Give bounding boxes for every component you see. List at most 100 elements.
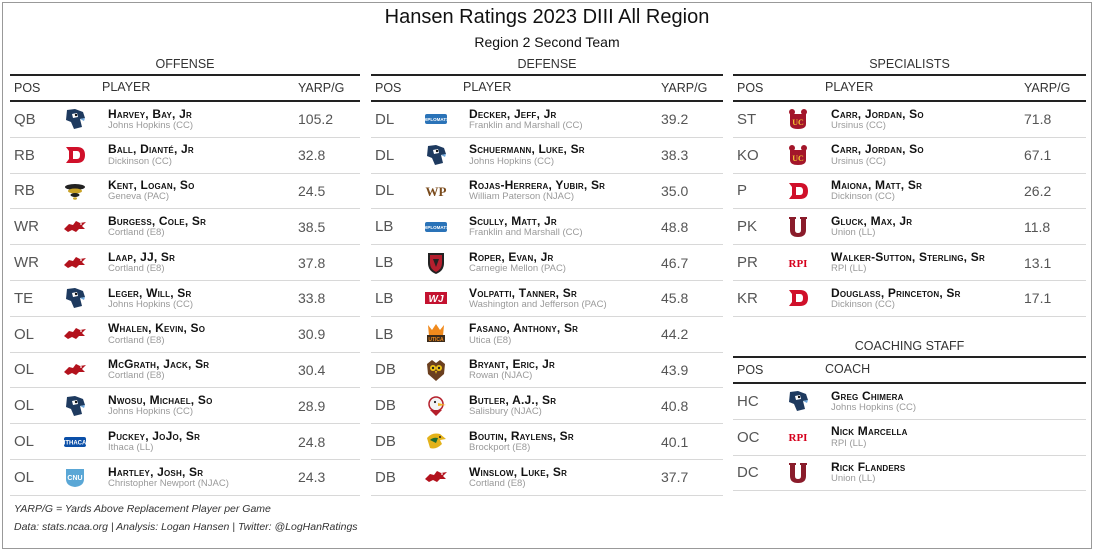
school-name: Cortland (E8) [108, 227, 165, 239]
position-label: WR [14, 254, 39, 272]
coaching-row: OC RPI Nick Marcella RPI (LL) [733, 420, 1086, 456]
defense-row: DB Boutin, Raylens, Sr Brockport (E8) 40.1 [371, 424, 723, 460]
offense-row: TE Leger, Will, Sr Johns Hopkins (CC) 33.8 [10, 281, 360, 317]
player-cell: Hartley, Josh, Sr Christopher Newport (NJ… [100, 464, 298, 490]
player-name: Harvey, Bay, Jr [108, 106, 192, 121]
utica-icon: UTICA [411, 322, 461, 346]
defense-title: DEFENSE [517, 57, 577, 71]
player-name: Laap, JJ, Sr [108, 249, 176, 264]
footnote-credits: Data: stats.ncaa.org | Analysis: Logan H… [14, 521, 358, 533]
player-name: Kent, Logan, So [108, 178, 195, 193]
offense-header-row: POS PLAYER YARP/G [10, 74, 360, 102]
position-label: LB [375, 289, 394, 307]
player-cell: Gluck, Max, Jr Union (LL) [823, 213, 1024, 239]
school-name: Franklin and Marshall (CC) [469, 227, 583, 239]
player-cell: Winslow, Luke, Sr Cortland (E8) [461, 465, 661, 490]
position-label: DB [375, 468, 396, 486]
blue-jay-icon [50, 394, 100, 418]
yarp-value: 45.8 [661, 290, 689, 307]
wp-icon: WP [411, 179, 461, 203]
position-label: LB [375, 254, 394, 272]
offense-title: OFFENSE [155, 57, 215, 71]
player-cell: Scully, Matt, Jr Franklin and Marshall (C… [461, 214, 661, 239]
svg-text:UC: UC [792, 154, 804, 163]
cnu-icon: CNU [50, 465, 100, 489]
school-name: Cortland (E8) [108, 262, 165, 274]
yarp-header: YARP/G [298, 81, 345, 95]
position-label: OL [14, 361, 35, 379]
specialists-row: PK Gluck, Max, Jr Union (LL) 11.8 [733, 209, 1086, 246]
seagull-icon [411, 394, 461, 418]
position-label: OL [14, 468, 35, 486]
defense-section: DEFENSE POS PLAYER YARP/G DL DIPLOMATS Decker,… [371, 54, 723, 496]
svg-text:WJ: WJ [429, 294, 444, 305]
diplomats-icon: DIPLOMATS [411, 215, 461, 239]
player-name: Boutin, Raylens, Sr [469, 428, 574, 443]
player-name: Hartley, Josh, Sr [108, 464, 204, 479]
player-name: Bryant, Eric, Jr [469, 357, 555, 372]
player-name: Butler, A.J., Sr [469, 392, 557, 407]
school-name: Washington and Jefferson (PAC) [469, 298, 607, 310]
pos-header: POS [375, 81, 402, 95]
school-name: Ursinus (CC) [831, 155, 886, 167]
player-name: Carr, Jordan, So [831, 106, 924, 121]
specialists-row: KR Douglass, Princeton, Sr Dickinson (CC) 1… [733, 281, 1086, 317]
yarp-value: 24.8 [298, 433, 326, 450]
player-name: Rojas-Herrera, Yubir, Sr [469, 178, 606, 193]
rpi-icon: RPI [773, 425, 823, 449]
blue-jay-icon [411, 143, 461, 167]
yarp-value: 44.2 [661, 326, 689, 343]
offense-row: OL Whalen, Kevin, So Cortland (E8) 30.9 [10, 317, 360, 353]
offense-section: OFFENSE POS PLAYER YARP/G QB Harvey, Bay, Jr J… [10, 54, 360, 496]
blue-jay-icon [50, 107, 100, 131]
player-name: Douglass, Princeton, Sr [831, 285, 961, 300]
school-name: Cortland (E8) [108, 370, 165, 382]
defense-row: LB WJ Volpatti, Tanner, Sr Washington and J… [371, 281, 723, 317]
school-name: Christopher Newport (NJAC) [108, 477, 229, 489]
specialists-row: P Maiona, Matt, Sr Dickinson (CC) 26.2 [733, 174, 1086, 210]
yarp-value: 43.9 [661, 361, 689, 378]
specialists-row: ST UC Carr, Jordan, So Ursinus (CC) 71.8 [733, 102, 1086, 138]
yarp-value: 26.2 [1024, 182, 1052, 199]
player-cell: Decker, Jeff, Jr Franklin and Marshall (C… [461, 107, 661, 132]
yarp-value: 24.3 [298, 469, 326, 486]
svg-text:UC: UC [792, 118, 804, 127]
red-dragon-icon [50, 215, 100, 239]
yarp-value: 33.8 [298, 290, 326, 307]
player-cell: Carr, Jordan, So Ursinus (CC) [823, 106, 1024, 132]
player-cell: Ball, Dianté, Jr Dickinson (CC) [100, 143, 298, 167]
pos-header: POS [14, 81, 41, 95]
yarp-value: 24.5 [298, 182, 326, 199]
blue-jay-icon [773, 389, 823, 413]
dickinson-d-icon [773, 179, 823, 203]
offense-row: WR Burgess, Cole, Sr Cortland (E8) 38.5 [10, 209, 360, 246]
school-name: Cortland (E8) [469, 477, 526, 489]
player-name: Ball, Dianté, Jr [108, 142, 194, 157]
player-cell: Burgess, Cole, Sr Cortland (E8) [100, 214, 298, 239]
player-name: Gluck, Max, Jr [831, 213, 913, 228]
position-label: P [737, 182, 748, 200]
school-name: Dickinson (CC) [108, 155, 172, 167]
player-cell: McGrath, Jack, Sr Cortland (E8) [100, 357, 298, 382]
defense-row: DL Schuermann, Luke, Sr Johns Hopkins (CC)… [371, 138, 723, 174]
yarp-value: 11.8 [1024, 218, 1051, 235]
offense-row: QB Harvey, Bay, Jr Johns Hopkins (CC) 105.2 [10, 102, 360, 138]
player-cell: Maiona, Matt, Sr Dickinson (CC) [823, 178, 1024, 203]
player-cell: Laap, JJ, Sr Cortland (E8) [100, 249, 298, 275]
player-name: Carr, Jordan, So [831, 142, 924, 157]
school-name: Salisbury (NJAC) [469, 406, 542, 418]
player-cell: Fasano, Anthony, Sr Utica (E8) [461, 322, 661, 346]
svg-text:RPI: RPI [789, 258, 808, 270]
defense-row: DL DIPLOMATS Decker, Jeff, Jr Franklin and … [371, 102, 723, 138]
school-name: Johns Hopkins (CC) [469, 155, 554, 167]
player-cell: Nwosu, Michael, So Johns Hopkins (CC) [100, 393, 298, 418]
coach-cell: Nick Marcella RPI (LL) [823, 425, 1086, 449]
player-name: Puckey, JoJo, Sr [108, 428, 201, 443]
yarp-header: YARP/G [661, 81, 708, 95]
yarp-value: 37.8 [298, 254, 326, 271]
player-name: Maiona, Matt, Sr [831, 178, 923, 193]
player-name: Walker-Sutton, Sterling, Sr [831, 249, 985, 264]
offense-row: OL CNU Hartley, Josh, Sr Christopher Newpor… [10, 460, 360, 496]
position-label: PK [737, 218, 758, 236]
school-name: Geneva (PAC) [108, 191, 170, 203]
